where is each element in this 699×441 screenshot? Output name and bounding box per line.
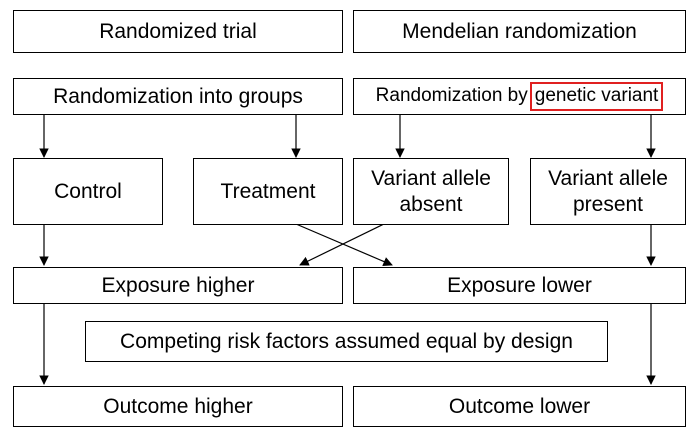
box-exposure-higher: Exposure higher [13, 267, 343, 304]
header-mendelian-randomization: Mendelian randomization [353, 10, 686, 53]
box-exposure-lower: Exposure lower [353, 267, 686, 304]
header-randomized-trial-label: Randomized trial [99, 19, 257, 43]
box-variant-present: Variant allele present [530, 158, 686, 225]
outcome-lower-label: Outcome lower [448, 394, 591, 418]
treatment-label: Treatment [220, 179, 316, 203]
arrow-treatment-to-exposure-lower [295, 223, 393, 267]
box-outcome-lower: Outcome lower [353, 386, 686, 427]
box-outcome-higher: Outcome higher [13, 386, 343, 427]
header-mendelian-randomization-label: Mendelian randomization [402, 19, 637, 43]
outcome-higher-label: Outcome higher [103, 394, 253, 418]
randomization-groups-label: Randomization into groups [53, 84, 303, 108]
exposure-lower-label: Exposure lower [447, 273, 592, 297]
variant-absent-label: Variant allele absent [371, 167, 491, 216]
box-variant-absent: Variant allele absent [353, 158, 509, 225]
competing-risk-factors-label: Competing risk factors assumed equal by … [120, 329, 573, 353]
control-label: Control [54, 179, 122, 203]
randomization-variant-prefix: Randomization by [375, 85, 528, 107]
box-randomization-groups: Randomization into groups [13, 78, 343, 115]
box-control: Control [13, 158, 163, 225]
variant-present-label: Variant allele present [548, 167, 668, 216]
box-randomization-variant: Randomization by genetic variant [353, 78, 686, 115]
box-treatment: Treatment [193, 158, 343, 225]
arrow-absent-to-exposure-higher [299, 223, 385, 266]
genetic-variant-highlight: genetic variant [529, 82, 664, 111]
box-competing-risk-factors: Competing risk factors assumed equal by … [85, 321, 608, 362]
exposure-higher-label: Exposure higher [101, 273, 255, 297]
header-randomized-trial: Randomized trial [13, 10, 343, 53]
